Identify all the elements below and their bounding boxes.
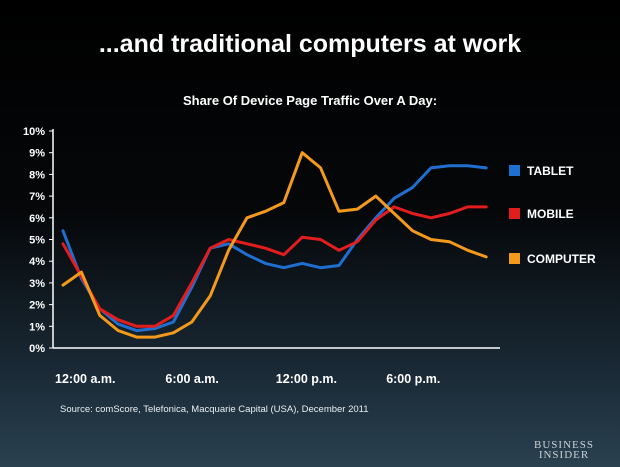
y-tick-label: 6% (29, 213, 45, 225)
brand-logo: BUSINESS INSIDER (534, 439, 594, 461)
series-lines (61, 151, 488, 339)
slide-headline: ...and traditional computers at work (98, 30, 522, 58)
y-tick-label: 3% (29, 278, 45, 290)
legend-swatch-tablet (509, 165, 520, 176)
x-tick-label: 12:00 a.m. (55, 372, 115, 386)
y-axis-labels: 0% 1% 2% 3% 4% 5% 6% 7% 8% 9% 10% (23, 126, 53, 355)
x-axis-labels: 12:00 a.m. 6:00 a.m. 12:00 p.m. 6:00 p.m. (55, 372, 440, 386)
legend-swatch-computer (509, 253, 520, 264)
series-line-tablet (61, 164, 488, 333)
chart-axes (52, 129, 500, 349)
y-tick-label: 4% (29, 256, 45, 268)
chart-legend: TABLET MOBILE COMPUTER (509, 164, 596, 266)
source-note: Source: comScore, Telefonica, Macquarie … (60, 404, 369, 415)
y-tick-label: 2% (29, 300, 45, 312)
y-tick-label: 5% (29, 235, 45, 247)
x-tick-label: 6:00 a.m. (165, 372, 219, 386)
x-tick-label: 12:00 p.m. (276, 372, 337, 386)
y-tick-label: 1% (29, 321, 45, 333)
brand-line-1: BUSINESS (534, 439, 594, 451)
legend-swatch-mobile (509, 208, 520, 219)
legend-label-computer: COMPUTER (527, 252, 596, 266)
y-tick-label: 10% (23, 126, 45, 138)
series-line-mobile (61, 205, 488, 328)
series-line-computer (61, 151, 488, 339)
y-tick-label: 7% (29, 191, 45, 203)
brand-line-2: INSIDER (538, 449, 590, 461)
y-tick-label: 9% (29, 148, 45, 160)
y-tick-label: 0% (29, 343, 45, 355)
legend-label-mobile: MOBILE (527, 207, 574, 221)
y-tick-label: 8% (29, 169, 45, 181)
x-tick-label: 6:00 p.m. (386, 372, 440, 386)
legend-label-tablet: TABLET (527, 164, 574, 178)
chart-title: Share Of Device Page Traffic Over A Day: (182, 93, 438, 108)
